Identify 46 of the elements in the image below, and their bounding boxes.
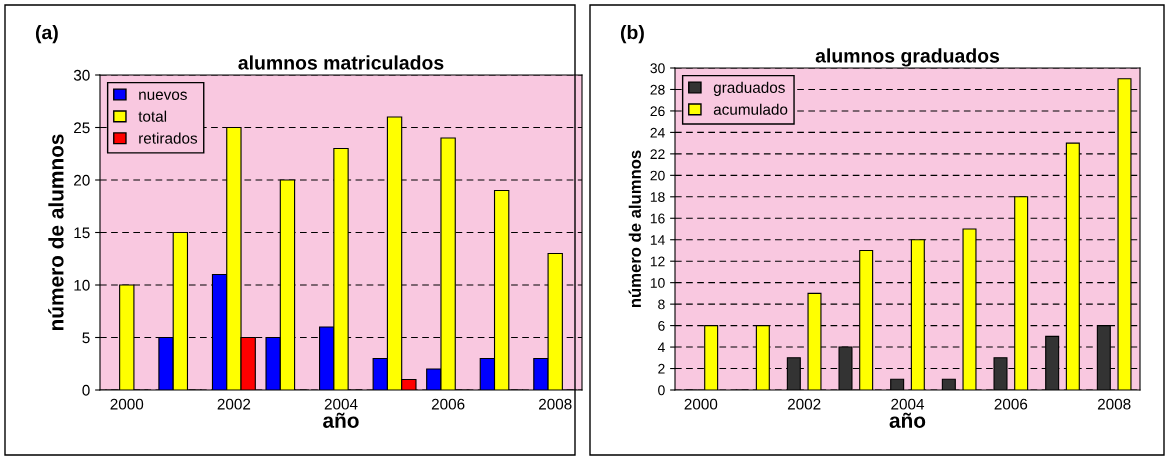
x-tick-label: 2004	[324, 398, 358, 410]
y-tick-label: 10	[74, 279, 90, 291]
text: (b)	[620, 25, 644, 44]
chart-title: alumnos matriculados	[238, 55, 444, 70]
y-tick-label: 4	[657, 342, 665, 353]
x-tick-label: 2006	[994, 398, 1028, 410]
x-tick-label: 2000	[110, 398, 144, 410]
y-axis-title: número de alumnos	[628, 150, 641, 308]
x-tick-label: 2006	[431, 398, 465, 410]
y-tick-label: 10	[650, 278, 665, 288]
x-tick-label: 2002	[787, 398, 821, 410]
y-tick-label: 20	[650, 170, 665, 181]
legend-label: graduados	[713, 81, 785, 96]
legend-label: retirados	[139, 132, 198, 144]
y-tick-label: 18	[650, 192, 665, 202]
y-tick-label: 14	[650, 235, 665, 245]
y-tick-label: 8	[658, 299, 665, 310]
text: (a)	[35, 25, 58, 44]
y-tick-label: 2	[658, 363, 665, 374]
x-axis-title: año	[889, 412, 926, 428]
legend-label: acumulado	[713, 103, 788, 115]
legend-label: nuevos	[139, 91, 187, 100]
chart-title: alumnos graduados	[815, 48, 1000, 67]
y-tick-label: 26	[650, 106, 665, 117]
y-tick-label: 15	[74, 227, 90, 239]
x-tick-label: 2002	[217, 398, 251, 410]
y-tick-label: 28	[650, 84, 665, 95]
y-tick-label: 20	[74, 174, 90, 186]
x-tick-label: 2000	[684, 398, 718, 410]
y-tick-label: 0	[82, 384, 90, 396]
y-tick-label: 30	[73, 69, 90, 81]
x-tick-label: 2008	[1097, 398, 1131, 410]
x-tick-label: 2008	[539, 398, 572, 410]
x-axis-title: año	[323, 412, 359, 428]
legend-label: total	[138, 110, 167, 122]
y-tick-label: 16	[650, 213, 665, 224]
y-tick-label: 22	[650, 149, 665, 159]
y-tick-label: 12	[650, 256, 665, 267]
y-tick-label: 5	[82, 332, 90, 344]
x-tick-label: 2004	[891, 398, 925, 410]
y-tick-label: 24	[650, 127, 665, 138]
y-tick-label: 30	[650, 63, 665, 74]
y-tick-label: 25	[74, 122, 90, 134]
y-tick-label: 0	[658, 385, 665, 396]
y-axis-title: número de alumnos	[48, 134, 64, 331]
y-tick-label: 6	[658, 320, 665, 331]
